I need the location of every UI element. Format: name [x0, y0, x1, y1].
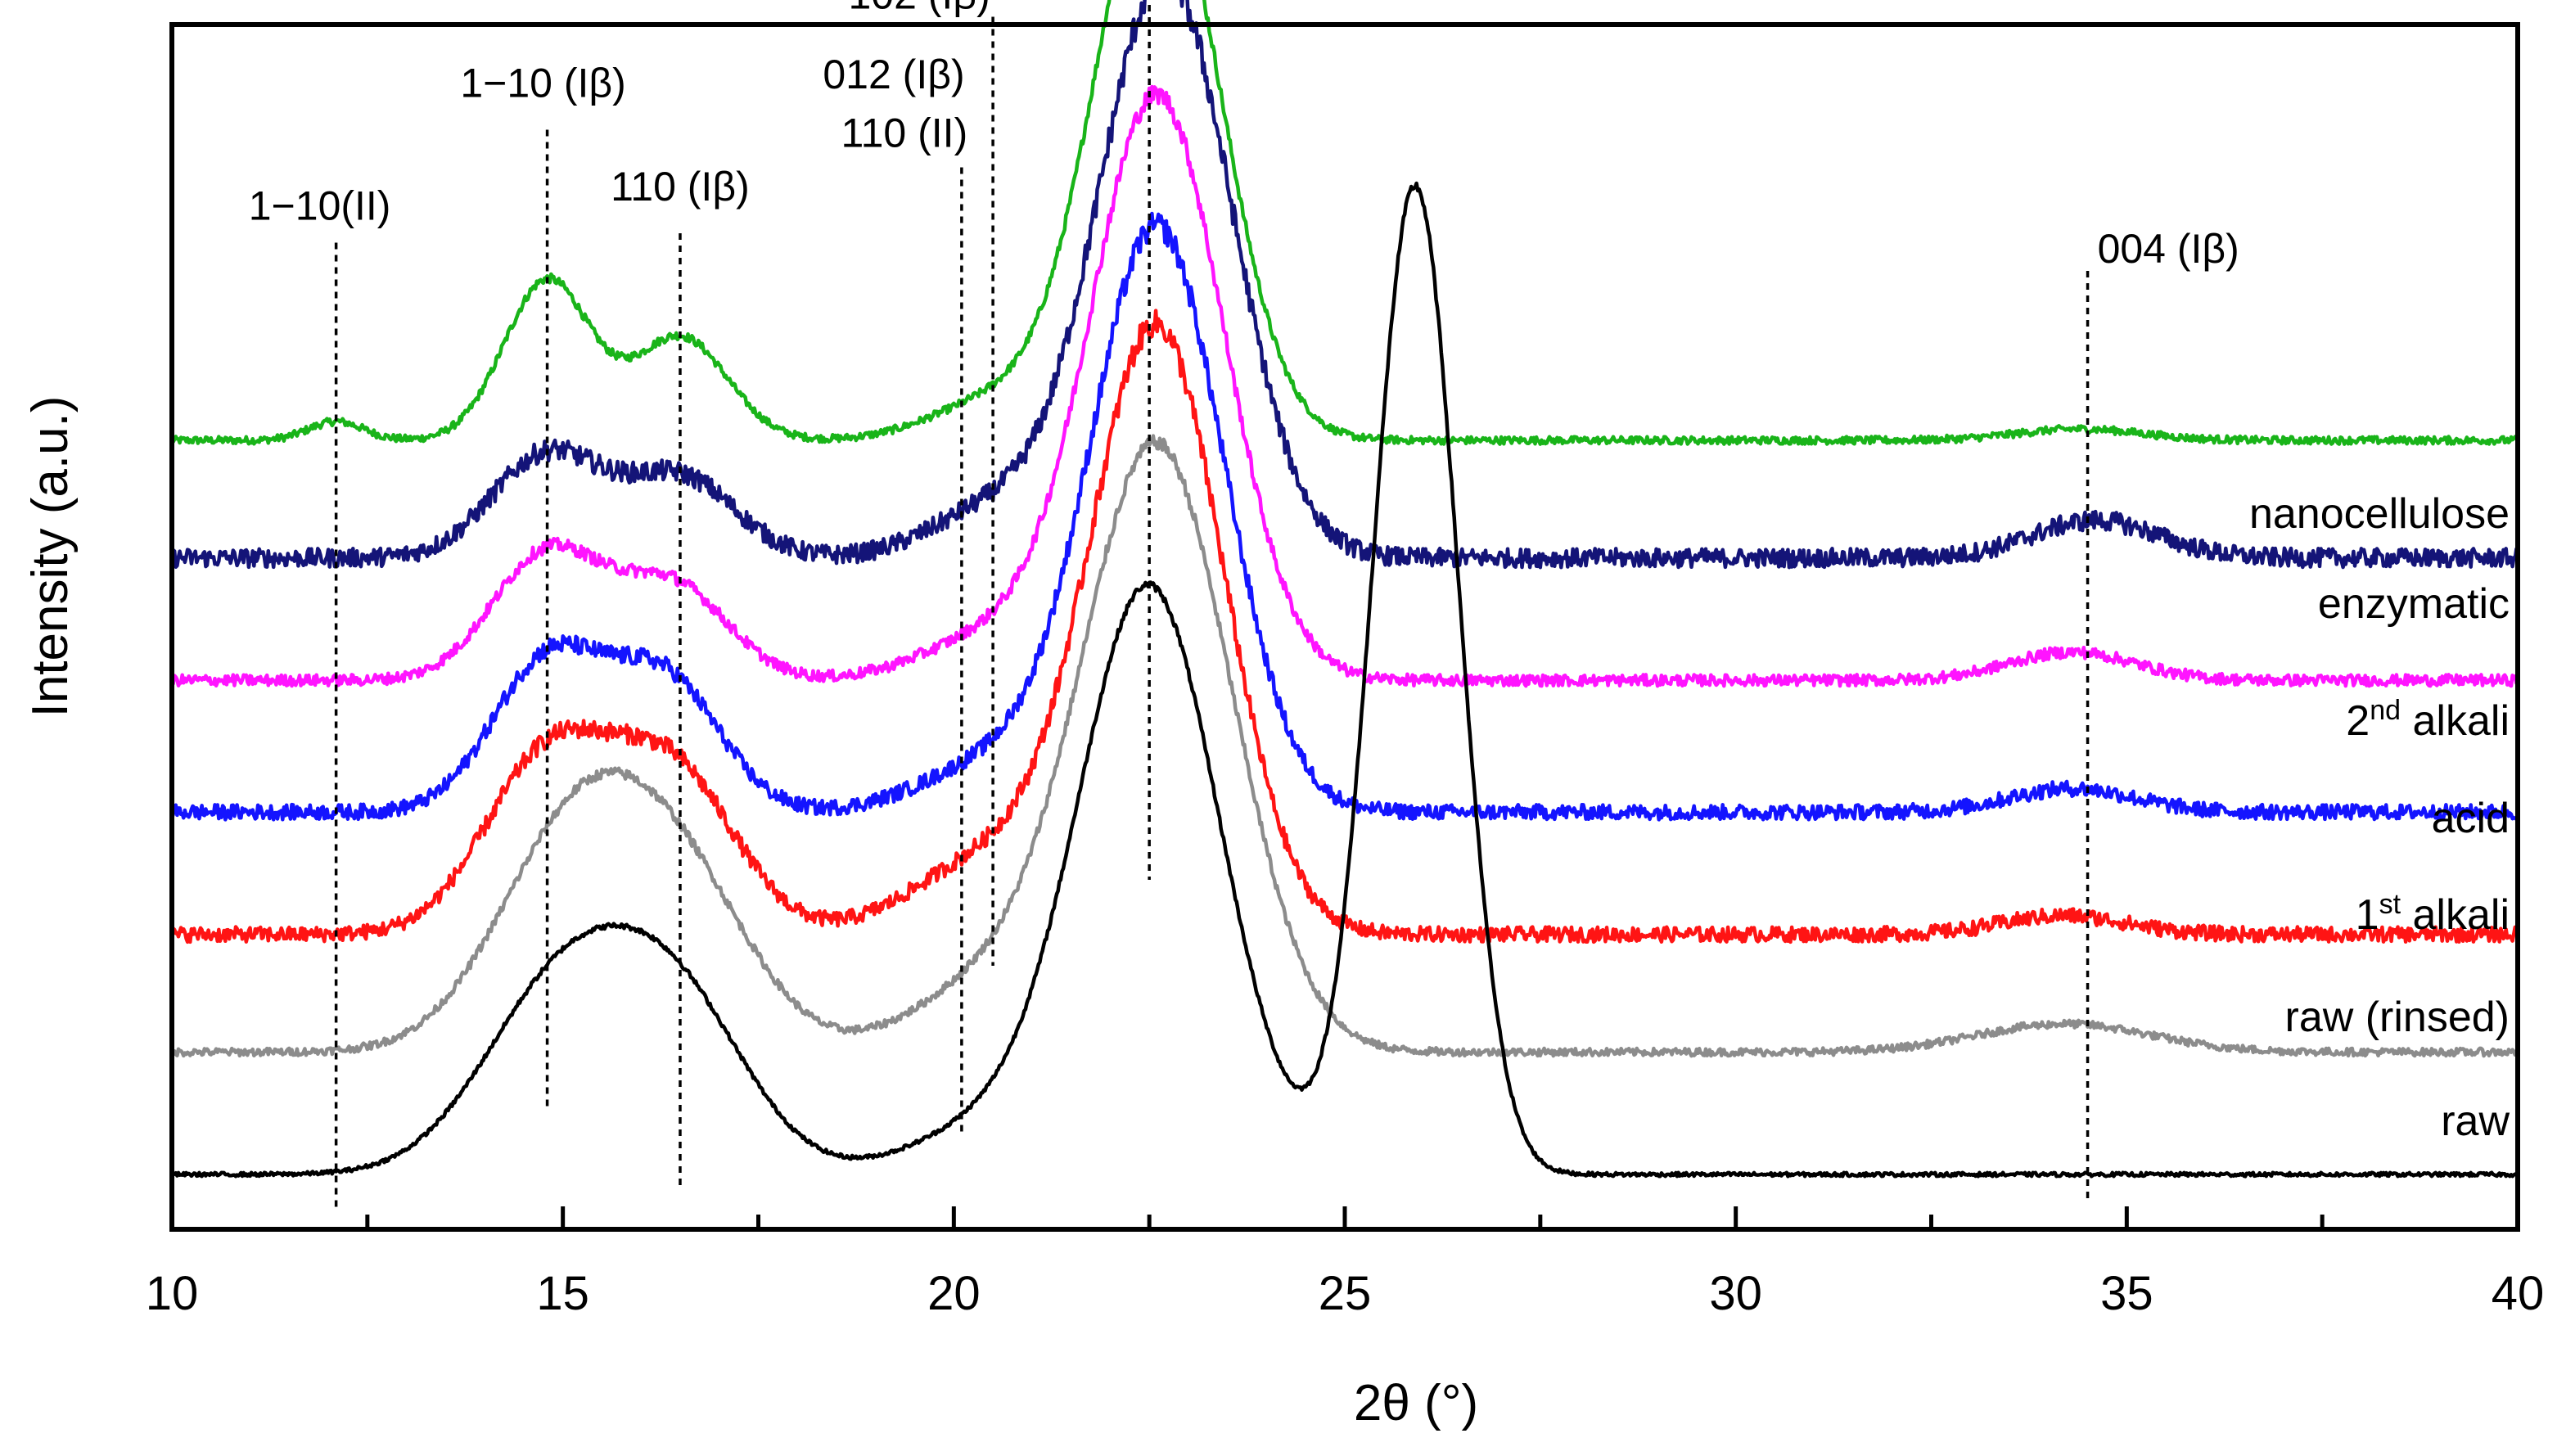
x-tick-label: 30 — [1709, 1267, 1762, 1320]
series-line-raw-rinsed- — [169, 434, 2519, 1058]
peak-label: 110 (Iβ) — [611, 164, 750, 210]
series-label-raw-rinsed-: raw (rinsed) — [2285, 994, 2510, 1041]
peak-label: 1−10 (Iβ) — [460, 61, 625, 106]
series-label-nanocellulose: nanocellulose — [2249, 490, 2510, 538]
peak-label: 1−10(II) — [249, 183, 391, 229]
series-line-1st-alkali — [169, 309, 2519, 944]
x-axis-ticks: 10 15 20 25 30 35 40 — [146, 1206, 2545, 1320]
series-label-1st-alkali: 1st alkali — [2356, 889, 2510, 939]
series-line-nanocellulose — [169, 0, 2519, 446]
x-tick-label: 40 — [2492, 1267, 2545, 1320]
peak-label: 004 (Iβ) — [2098, 226, 2239, 272]
x-axis-title: 2θ (°) — [1354, 1375, 1478, 1431]
x-tick-label: 25 — [1319, 1267, 1372, 1320]
series-line-acid — [169, 211, 2520, 822]
series-label-raw: raw — [2441, 1098, 2510, 1145]
series-label-acid: acid — [2432, 795, 2510, 842]
series-labels: nanocellulose enzymatic 2nd alkali acid 1st … — [2249, 490, 2510, 1145]
y-axis-title: Intensity (a.u.) — [22, 396, 79, 718]
series-label-2nd-alkali: 2nd alkali — [2346, 695, 2510, 745]
peak-label-012: 012 (Iβ) — [823, 52, 964, 97]
series-line-2nd-alkali — [169, 84, 2520, 688]
series-layer — [169, 0, 2520, 1179]
series-line-raw — [170, 181, 2519, 1179]
peak-labels: 012 (Iβ) 1−10(II) 1−10 (Iβ) 110 (Iβ) 110 (I… — [249, 0, 2239, 272]
series-label-enzymatic: enzymatic — [2318, 580, 2510, 628]
peak-label: 110 (II) — [841, 110, 968, 156]
series-line-enzymatic — [169, 0, 2520, 570]
x-tick-label: 15 — [536, 1267, 589, 1320]
x-tick-label: 35 — [2100, 1267, 2153, 1320]
x-tick-label: 10 — [146, 1267, 199, 1320]
reference-lines — [334, 0, 2090, 1207]
peak-label: 102 (Iβ) — [848, 0, 990, 18]
x-tick-label: 20 — [927, 1267, 981, 1320]
